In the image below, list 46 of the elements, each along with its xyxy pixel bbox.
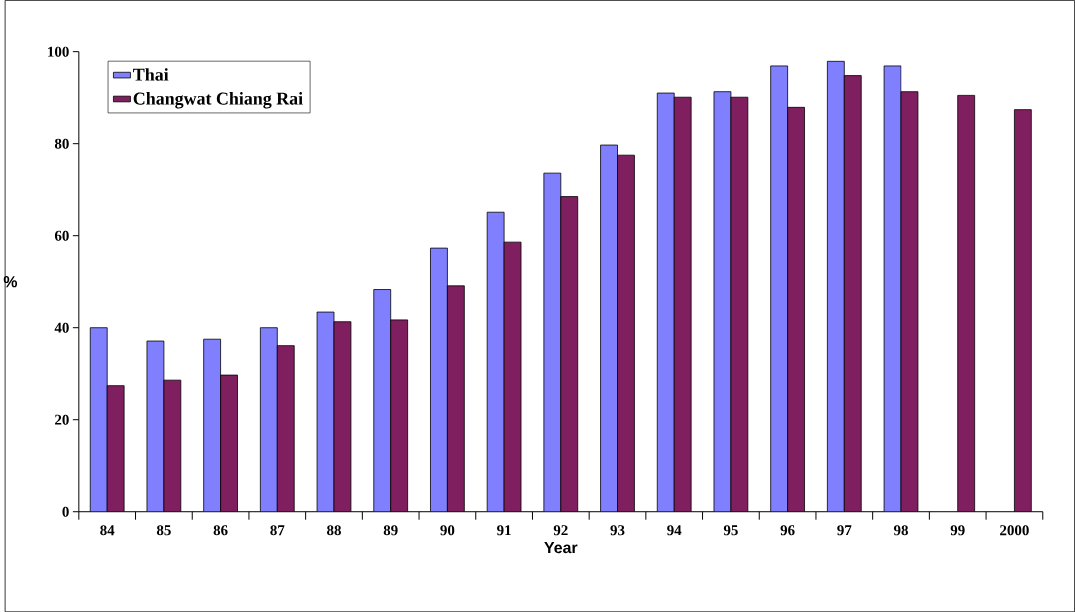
bar [260,327,278,512]
bar [827,61,845,512]
bar [277,345,295,512]
x-tick-label: 91 [497,525,511,536]
bar [957,95,975,512]
bar [844,75,862,512]
x-tick-label: 99 [950,525,965,536]
x-tick-label: 96 [780,525,795,536]
x-tick-label: 89 [383,525,398,536]
legend-label: Thai [133,68,169,81]
legend-label: Changwat Chiang Rai [133,91,303,109]
x-axis-title: Year [544,542,578,554]
bar [220,375,238,512]
bar [1014,109,1032,512]
x-tick-label: 97 [837,525,852,536]
y-tick-label: 100 [48,46,69,57]
y-tick-label: 60 [54,230,69,241]
x-tick-label: 95 [723,525,738,536]
x-tick-label: 90 [440,525,455,536]
x-tick-label: 93 [610,525,625,536]
bar [617,155,635,512]
x-tick-label: 2000 [1000,525,1029,536]
y-tick-label: 40 [54,322,69,333]
y-tick-label: 20 [55,414,69,425]
y-axis-title: % [3,276,18,288]
bar [560,196,578,512]
bar [430,248,448,512]
x-tick-label: 85 [156,525,171,536]
bar [390,319,408,512]
bar [600,144,618,512]
bar [770,65,788,512]
bar [373,289,391,512]
x-tick-label: 86 [213,525,228,536]
x-tick-label: 88 [327,525,341,536]
x-tick-label: 94 [667,525,682,536]
y-tick-label: 0 [62,506,69,517]
x-tick-label: 98 [893,525,908,536]
x-tick-label: 87 [270,525,285,536]
bar [90,327,108,512]
y-tick-label: 80 [54,138,69,149]
bar [787,107,805,512]
bar [447,285,465,512]
bar [203,339,221,512]
x-tick-label: 84 [100,525,115,536]
bar [657,92,675,512]
x-tick-label: 92 [553,525,568,536]
